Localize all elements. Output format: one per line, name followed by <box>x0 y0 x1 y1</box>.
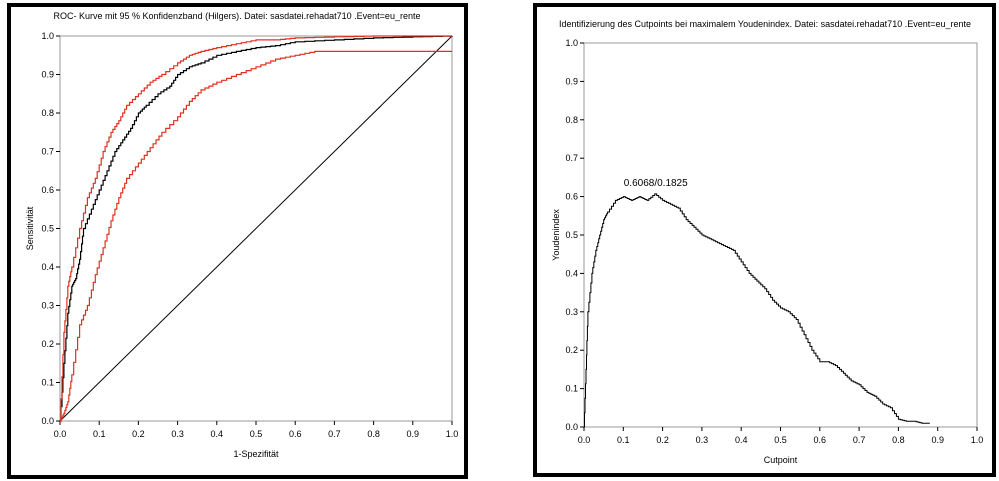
plot-frame <box>583 42 978 428</box>
y-tick-label: 0.1 <box>565 384 578 394</box>
x-axis-label: 1-Spezifität <box>233 449 279 459</box>
x-axis-label: Cutpoint <box>764 455 798 465</box>
youden-curve <box>584 193 930 428</box>
roc-panel: ROC- Kurve mit 95 % Konfidenzband (Hilge… <box>7 3 468 479</box>
x-tick-label: 0.2 <box>656 435 669 445</box>
x-tick-label: 0.1 <box>617 435 630 445</box>
y-tick-label: 0.6 <box>565 192 578 202</box>
x-tick-label: 1.0 <box>971 435 984 445</box>
y-tick-label: 0.4 <box>41 262 54 272</box>
x-tick-label: 0.3 <box>696 435 709 445</box>
chart-title: Identifizierung des Cutpoints bei maxima… <box>559 19 971 29</box>
x-tick-label: 0.4 <box>735 435 748 445</box>
y-tick-label: 0.6 <box>41 185 54 195</box>
x-tick-label: 0.3 <box>171 429 184 439</box>
y-tick-label: 0.5 <box>565 230 578 240</box>
y-tick-label: 1.0 <box>565 38 578 48</box>
x-tick-label: 0.6 <box>289 429 302 439</box>
lower-confidence-band <box>60 50 452 422</box>
y-tick-label: 0.0 <box>565 422 578 432</box>
x-tick-label: 0.4 <box>211 429 224 439</box>
x-tick-label: 0.2 <box>132 429 145 439</box>
y-axis-label: Sensitivität <box>25 206 35 250</box>
x-tick-label: 0.8 <box>892 435 905 445</box>
y-tick-label: 0.3 <box>41 301 54 311</box>
y-tick-label: 0.5 <box>41 224 54 234</box>
chart-title: ROC- Kurve mit 95 % Konfidenzband (Hilge… <box>54 11 421 21</box>
y-tick-label: 0.3 <box>565 307 578 317</box>
y-tick-label: 0.2 <box>41 339 54 349</box>
y-tick-label: 0.9 <box>41 70 54 80</box>
x-tick-label: 0.7 <box>853 435 866 445</box>
x-tick-label: 0.7 <box>328 429 341 439</box>
y-axis-label: Youdenindex <box>551 209 561 261</box>
x-tick-label: 0.8 <box>367 429 380 439</box>
y-tick-label: 0.0 <box>41 416 54 426</box>
x-tick-label: 1.0 <box>446 429 459 439</box>
y-tick-label: 0.1 <box>41 378 54 388</box>
y-tick-label: 0.7 <box>565 153 578 163</box>
x-tick-label: 0.9 <box>931 435 944 445</box>
x-tick-label: 0.5 <box>250 429 263 439</box>
youden-chart: Identifizierung des Cutpoints bei maxima… <box>551 19 984 465</box>
y-tick-label: 0.2 <box>565 345 578 355</box>
y-tick-label: 0.4 <box>565 268 578 278</box>
y-tick-label: 1.0 <box>41 31 54 41</box>
x-tick-label: 0.6 <box>814 435 827 445</box>
roc-curve <box>60 35 453 422</box>
roc-chart: ROC- Kurve mit 95 % Konfidenzband (Hilge… <box>25 11 459 459</box>
x-tick-label: 0.9 <box>407 429 420 439</box>
x-tick-label: 0.5 <box>774 435 787 445</box>
y-tick-label: 0.8 <box>41 108 54 118</box>
y-tick-label: 0.7 <box>41 147 54 157</box>
y-tick-label: 0.9 <box>565 76 578 86</box>
x-tick-label: 0.1 <box>93 429 106 439</box>
upper-confidence-band <box>60 35 452 422</box>
x-tick-label: 0.0 <box>54 429 67 439</box>
max-youden-annotation: 0.6068/0.1825 <box>624 178 688 189</box>
diagonal-line <box>59 35 453 422</box>
youden-panel: Identifizierung des Cutpoints bei maxima… <box>533 3 996 477</box>
x-tick-label: 0.0 <box>578 435 591 445</box>
y-tick-label: 0.8 <box>565 115 578 125</box>
